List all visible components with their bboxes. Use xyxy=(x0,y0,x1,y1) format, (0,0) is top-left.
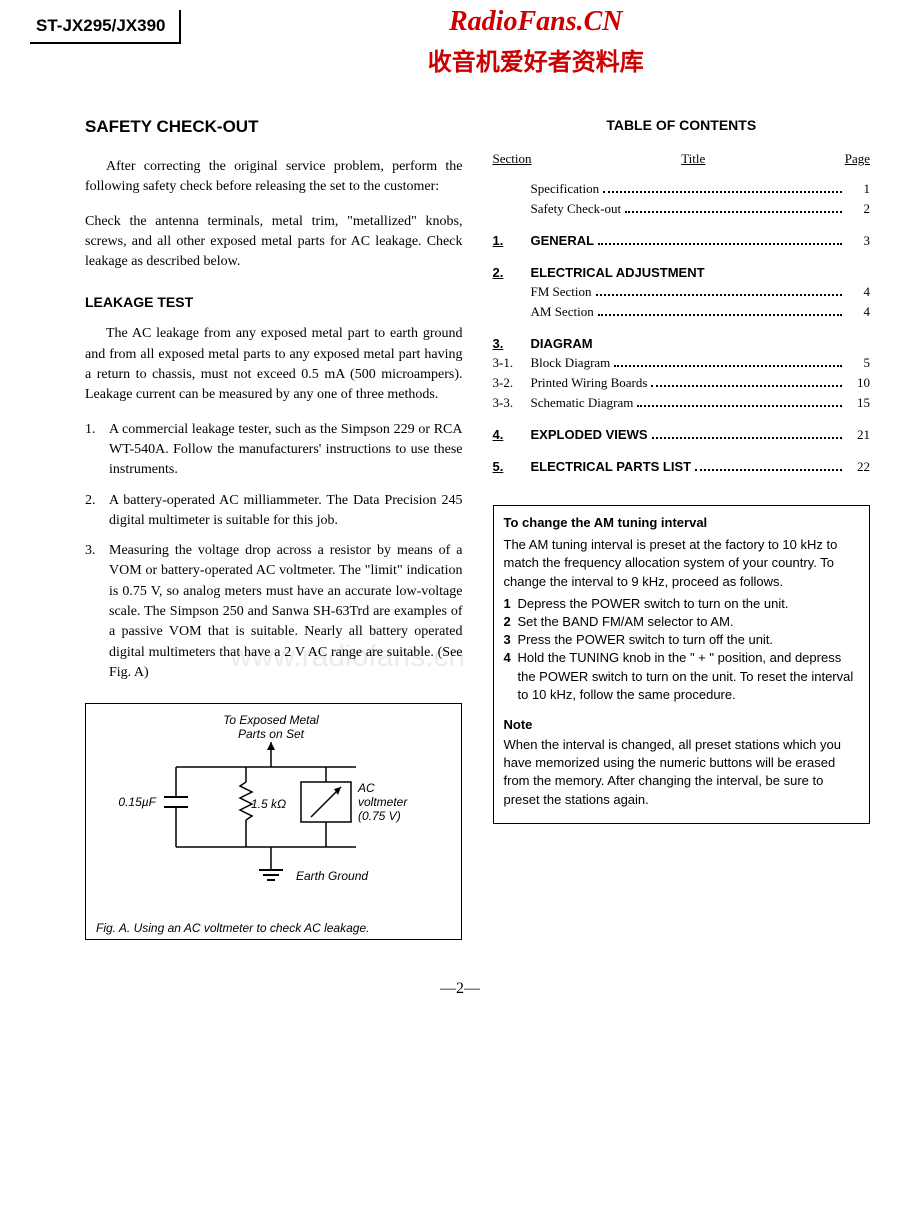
toc-row: Specification1 xyxy=(493,181,871,197)
toc-row: 3-2.Printed Wiring Boards10 xyxy=(493,375,871,391)
page-number: —2— xyxy=(30,980,890,998)
right-column: TABLE OF CONTENTS Section Title Page Spe… xyxy=(493,107,891,940)
model-number: ST-JX295/JX390 xyxy=(30,10,181,44)
toc-row: 5.ELECTRICAL PARTS LIST22 xyxy=(493,459,871,475)
toc-row: 3-3.Schematic Diagram15 xyxy=(493,395,871,411)
circuit-diagram: To Exposed Metal Parts on Set 0.15µF xyxy=(96,712,446,912)
notebox-step: 4Hold the TUNING knob in the " + " posit… xyxy=(504,649,860,704)
two-column-layout: SAFETY CHECK-OUT After correcting the or… xyxy=(30,107,890,940)
toc-row: FM Section4 xyxy=(493,284,871,300)
fig-top-label-2: Parts on Set xyxy=(238,727,305,741)
fig-meter-label-1: AC xyxy=(357,781,375,795)
page-root: www.radiofans.cn ST-JX295/JX390 RadioFan… xyxy=(0,0,920,1028)
method-item: 3.Measuring the voltage drop across a re… xyxy=(85,541,463,683)
safety-checkout-title: SAFETY CHECK-OUT xyxy=(85,117,463,137)
notebox-steps: 1Depress the POWER switch to turn on the… xyxy=(504,595,860,704)
toc-row: AM Section4 xyxy=(493,304,871,320)
notebox-step: 2Set the BAND FM/AM selector to AM. xyxy=(504,613,860,631)
leakage-test-paragraph: The AC leakage from any exposed metal pa… xyxy=(85,324,463,405)
toc-head-title: Title xyxy=(557,151,831,167)
site-name: RadioFans.CN xyxy=(181,6,890,38)
toc-row: 3-1.Block Diagram5 xyxy=(493,355,871,371)
toc-row: 2.ELECTRICAL ADJUSTMENT xyxy=(493,265,871,280)
toc-row: 4.EXPLODED VIEWS21 xyxy=(493,427,871,443)
page-header: ST-JX295/JX390 RadioFans.CN 收音机爱好者资料库 xyxy=(30,10,890,77)
notebox-intro: The AM tuning interval is preset at the … xyxy=(504,536,860,591)
am-tuning-note-box: To change the AM tuning interval The AM … xyxy=(493,505,871,824)
fig-top-label-1: To Exposed Metal xyxy=(223,713,319,727)
fig-capacitor-label: 0.15µF xyxy=(118,795,156,809)
notebox-title: To change the AM tuning interval xyxy=(504,514,860,532)
notebox-note-body: When the interval is changed, all preset… xyxy=(504,736,860,809)
fig-meter-label-2: voltmeter xyxy=(358,795,408,809)
toc-header-row: Section Title Page xyxy=(493,151,871,167)
toc-title: TABLE OF CONTENTS xyxy=(493,117,871,133)
method-item: 2.A battery-operated AC milliammeter. Th… xyxy=(85,491,463,532)
methods-list: 1.A commercial leakage tester, such as t… xyxy=(85,420,463,684)
notebox-step: 3Press the POWER switch to turn off the … xyxy=(504,631,860,649)
figure-caption: Fig. A. Using an AC voltmeter to check A… xyxy=(96,921,451,935)
fig-meter-label-3: (0.75 V) xyxy=(358,809,401,823)
notebox-note-heading: Note xyxy=(504,716,860,734)
figure-a-box: To Exposed Metal Parts on Set 0.15µF xyxy=(85,703,462,940)
intro-paragraph-1: After correcting the original service pr… xyxy=(85,157,463,198)
notebox-step: 1Depress the POWER switch to turn on the… xyxy=(504,595,860,613)
left-column: SAFETY CHECK-OUT After correcting the or… xyxy=(30,107,463,940)
toc-row: Safety Check-out2 xyxy=(493,201,871,217)
fig-ground-label: Earth Ground xyxy=(296,869,368,883)
toc-head-page: Page xyxy=(830,151,870,167)
fig-resistor-label: 1.5 kΩ xyxy=(251,797,286,811)
toc-row: 1.GENERAL3 xyxy=(493,233,871,249)
method-item: 1.A commercial leakage tester, such as t… xyxy=(85,420,463,481)
toc-head-section: Section xyxy=(493,151,557,167)
site-tagline: 收音机爱好者资料库 xyxy=(181,42,890,77)
toc-row: 3.DIAGRAM xyxy=(493,336,871,351)
leakage-test-heading: LEAKAGE TEST xyxy=(85,294,463,310)
intro-paragraph-2: Check the antenna terminals, metal trim,… xyxy=(85,212,463,273)
toc-body: Specification1 Safety Check-out2 1.GENERAL… xyxy=(493,181,871,475)
site-branding: RadioFans.CN 收音机爱好者资料库 xyxy=(181,6,890,77)
